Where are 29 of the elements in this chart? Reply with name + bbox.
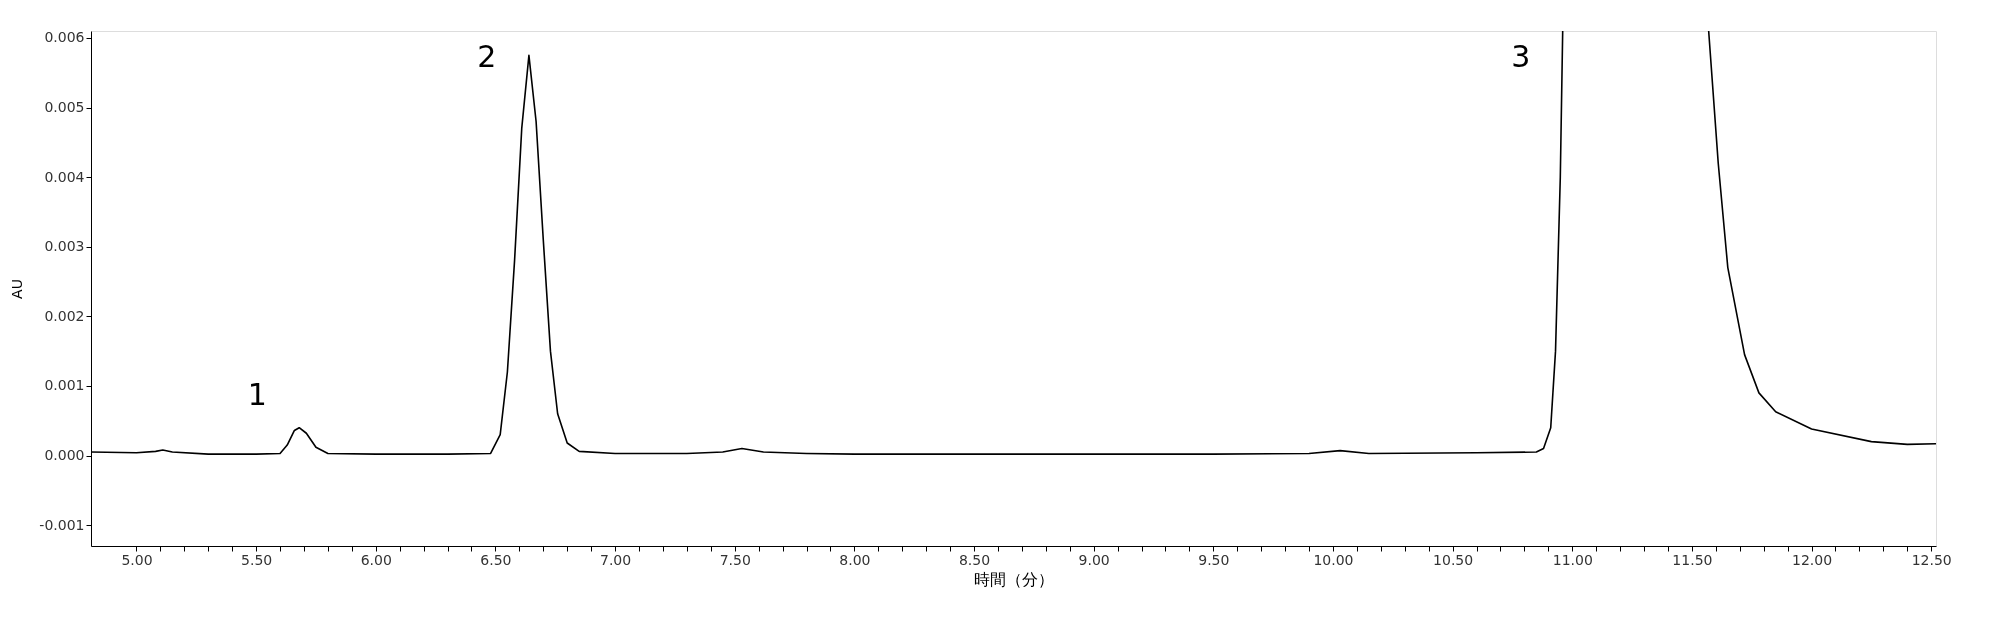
- y-tick-label: 0.000: [44, 447, 85, 464]
- x-tick-label: 10.50: [1433, 551, 1474, 568]
- y-axis-title: AU: [9, 279, 26, 299]
- x-tick-label: 8.00: [839, 551, 871, 568]
- y-tick-label: 0.004: [44, 168, 85, 185]
- x-tick-label: 12.50: [1911, 551, 1952, 568]
- y-tick-label: 0.006: [44, 29, 85, 46]
- x-tick-label: 11.00: [1552, 551, 1593, 568]
- x-tick-label: 7.00: [599, 551, 632, 568]
- x-tick-label: 5.50: [241, 551, 273, 568]
- x-axis-title: 時間（分）: [974, 569, 1054, 589]
- y-tick-label: 0.005: [44, 99, 85, 116]
- annotation: 1: [247, 376, 267, 412]
- x-tick-label: 11.50: [1672, 551, 1713, 568]
- y-tick-label: 0.001: [44, 377, 85, 394]
- annotation: 2: [477, 39, 497, 74]
- x-tick-label: 6.00: [360, 551, 392, 568]
- annotation: 3: [1511, 39, 1531, 74]
- x-tick-label: 10.00: [1313, 551, 1354, 568]
- x-tick-label: 8.50: [958, 551, 991, 568]
- x-tick-label: 9.00: [1078, 551, 1110, 568]
- y-tick-label: 0.002: [44, 307, 85, 324]
- y-tick-label: 0.003: [44, 238, 85, 255]
- x-tick-label: 12.00: [1792, 551, 1833, 568]
- x-tick-label: 9.50: [1198, 551, 1230, 568]
- y-tick-label: -0.001: [39, 516, 85, 533]
- x-tick-label: 5.00: [121, 551, 153, 568]
- x-tick-label: 6.50: [480, 551, 512, 568]
- x-tick-label: 7.50: [719, 551, 751, 568]
